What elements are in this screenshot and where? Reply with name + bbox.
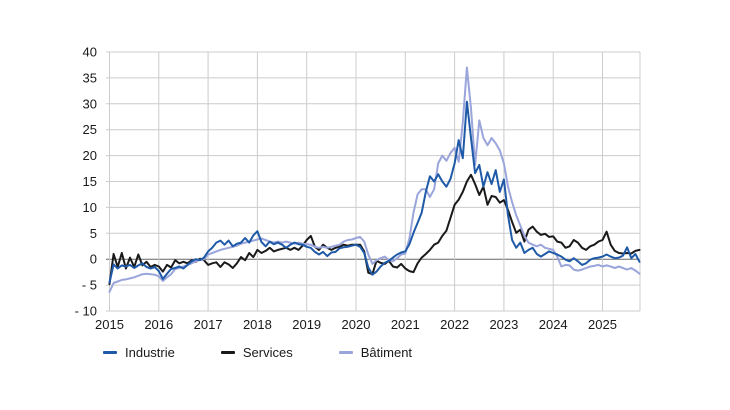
series-line-services bbox=[108, 173, 641, 286]
y-tick-label: 40 bbox=[83, 45, 97, 60]
legend-label-batiment: Bâtiment bbox=[360, 345, 413, 360]
legend-item-batiment: Bâtiment bbox=[338, 345, 413, 360]
x-tick-label: 2023 bbox=[489, 317, 518, 332]
legend-label-industrie: Industrie bbox=[125, 345, 175, 360]
series-line-batiment bbox=[108, 66, 641, 293]
y-tick-label: 5 bbox=[90, 226, 97, 241]
legend-swatch-batiment bbox=[338, 351, 353, 354]
y-tick-label: 0 bbox=[90, 252, 97, 267]
x-tick-label: 2022 bbox=[440, 317, 469, 332]
x-tick-label: 2025 bbox=[588, 317, 617, 332]
x-tick-label: 2017 bbox=[194, 317, 223, 332]
y-tick-label: 35 bbox=[83, 70, 97, 85]
series-lines bbox=[108, 66, 641, 293]
y-tick-label: 30 bbox=[83, 96, 97, 111]
y-tick-label: - 10 bbox=[75, 304, 97, 319]
y-tick-label: - 5 bbox=[82, 278, 97, 293]
chart-legend: Industrie Services Bâtiment bbox=[103, 346, 412, 359]
chart-plot-area: 40 35 30 25 20 15 10 5 0- 5- 10 2015 2016 2017 2018 2… bbox=[75, 45, 641, 333]
legend-item-services: Services bbox=[220, 345, 293, 360]
x-tick-label: 2021 bbox=[391, 317, 420, 332]
x-tick-label: 2016 bbox=[144, 317, 173, 332]
gridlines bbox=[106, 51, 641, 312]
y-tick-label: 20 bbox=[83, 148, 97, 163]
legend-item-industrie: Industrie bbox=[103, 346, 175, 359]
legend-swatch-industrie bbox=[103, 351, 117, 354]
legend-swatch-services bbox=[220, 351, 235, 354]
series-line-industrie bbox=[108, 100, 641, 284]
x-tick-label: 2015 bbox=[95, 317, 124, 332]
x-tick-label: 2024 bbox=[539, 317, 568, 332]
x-tick-label: 2020 bbox=[342, 317, 371, 332]
legend-label-services: Services bbox=[242, 345, 293, 360]
x-tick-label: 2018 bbox=[243, 317, 272, 332]
y-tick-label: 10 bbox=[83, 200, 97, 215]
y-tick-label: 15 bbox=[83, 174, 97, 189]
x-tick-label: 2019 bbox=[292, 317, 321, 332]
y-tick-label: 25 bbox=[83, 122, 97, 137]
